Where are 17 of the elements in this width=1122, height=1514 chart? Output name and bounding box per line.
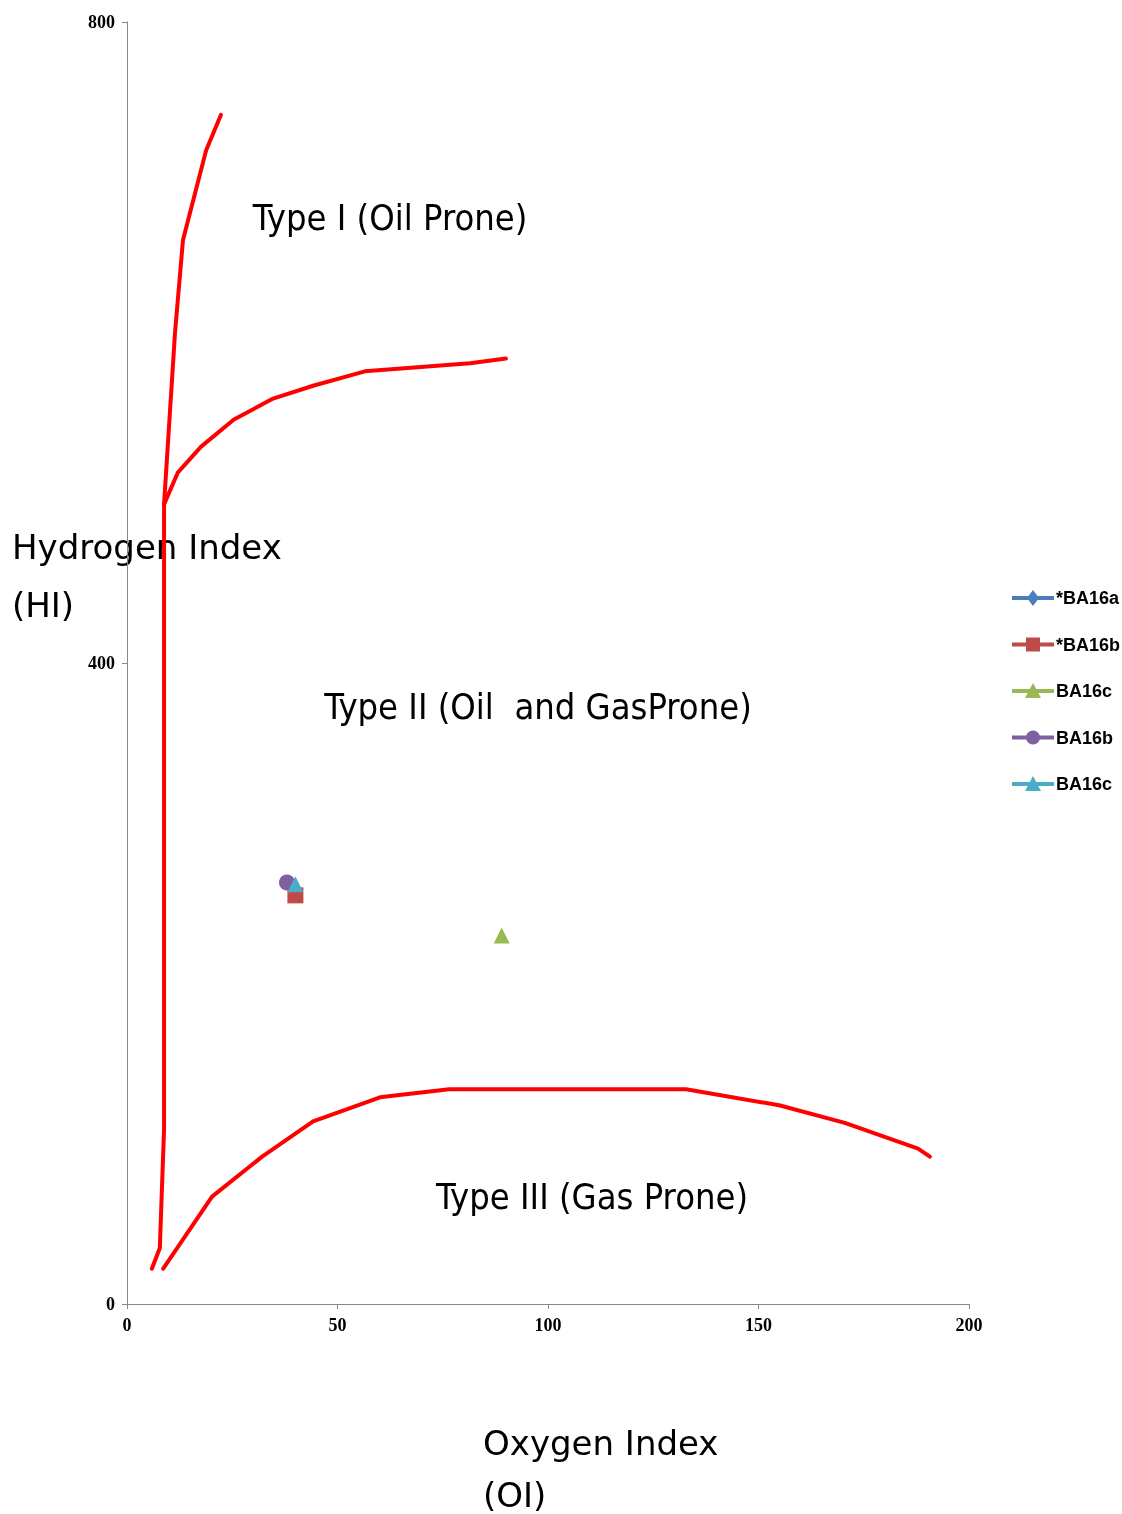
annotation: Type I (Oil Prone): [251, 196, 528, 238]
legend-label: BA16b: [1056, 727, 1114, 748]
x-axis-title: Oxygen Index (OI): [483, 1423, 730, 1514]
x-tick-label: 200: [955, 1315, 983, 1335]
legend-label: BA16c: [1056, 774, 1113, 794]
annotation: Type III (Gas Prone): [434, 1175, 749, 1217]
legend-label: BA16c: [1056, 681, 1113, 701]
legend-label: *BA16a: [1056, 588, 1121, 608]
y-tick-label: 400: [88, 653, 115, 673]
legend-label: *BA16b: [1056, 634, 1121, 655]
annotation: Type II (Oil and GasProne): [323, 685, 752, 727]
x-tick-label: 100: [534, 1315, 562, 1335]
y-tick-label: 800: [88, 12, 115, 32]
x-tick-label: 50: [328, 1315, 347, 1335]
y-tick-label: 0: [106, 1294, 115, 1314]
x-tick-label: 0: [122, 1315, 132, 1335]
x-tick-label: 150: [745, 1315, 772, 1335]
